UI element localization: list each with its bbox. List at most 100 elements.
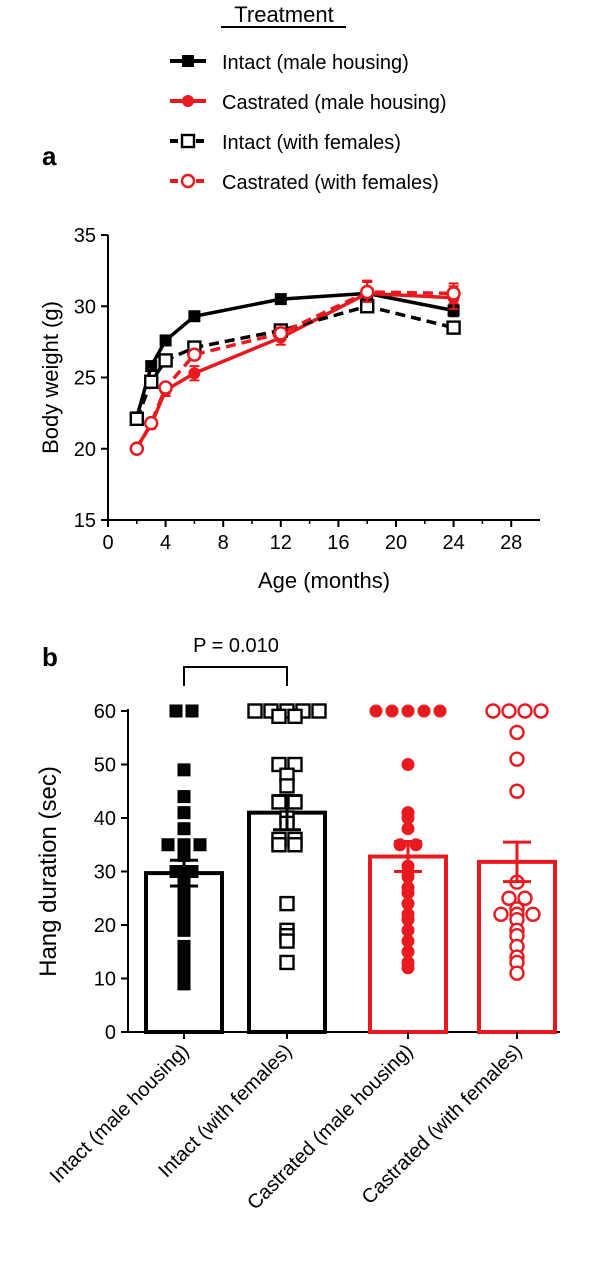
- panel-b-point-1: [279, 778, 295, 794]
- panel-b-point-1: [271, 794, 287, 810]
- panel-a-point-3: [360, 284, 375, 300]
- legend-marker-1: [182, 95, 194, 107]
- panel-a-point-2: [129, 411, 145, 427]
- panel-a-xtick-label: 12: [270, 532, 292, 554]
- legend-marker-0: [182, 55, 194, 67]
- panel-a-xtick-label: 24: [442, 532, 464, 554]
- panel-a-xtick-label: 28: [500, 532, 522, 554]
- panel-b-point-0: [169, 704, 183, 718]
- panel-a-point-3: [143, 415, 159, 431]
- legend-label-1: Castrated (male housing): [222, 92, 447, 114]
- panel-b-point-2: [369, 704, 383, 718]
- panel-a-point-0: [447, 304, 460, 317]
- panel-b-point-3: [501, 890, 517, 906]
- panel-b-point-0: [193, 838, 207, 852]
- panel-b-point-2: [433, 704, 447, 718]
- panel-a-ytick-label: 15: [74, 510, 96, 532]
- panel-b-point-3: [517, 890, 533, 906]
- panel-b-point-2: [385, 704, 399, 718]
- panel-b-point-2: [401, 870, 415, 884]
- panel-b-point-2: [401, 897, 415, 911]
- panel-b-point-1: [271, 837, 287, 853]
- panel-a-series-line-1: [135, 291, 454, 449]
- panel-a-point-0: [188, 310, 201, 323]
- legend-marker-3: [180, 173, 196, 189]
- panel-a-series-line-0: [135, 291, 454, 418]
- panel-a-xlabel: Age (months): [258, 568, 390, 593]
- panel-a-ytick-label: 20: [74, 439, 96, 461]
- panel-a-series-line-3: [135, 290, 454, 450]
- panel-b-point-2: [401, 704, 415, 718]
- panel-b-point-0: [177, 806, 191, 820]
- panel-b-point-3: [501, 703, 517, 719]
- panel-a-point-0: [274, 293, 287, 306]
- panel-b-point-0: [177, 848, 191, 862]
- panel-b-point-0: [177, 977, 191, 991]
- panel-a-xtick-label: 16: [327, 532, 349, 554]
- panel-a-ytick-label: 25: [74, 368, 96, 390]
- panel-a-ytick-label: 30: [74, 296, 96, 318]
- panel-a-point-0: [145, 360, 158, 373]
- legend-marker-2: [180, 133, 196, 149]
- panel-a-label: a: [42, 141, 57, 171]
- panel-b-point-3: [509, 724, 525, 741]
- panel-b-point-3: [509, 965, 525, 981]
- panel-b-point-1: [287, 708, 303, 725]
- panel-b-point-1: [287, 837, 303, 853]
- legend-label-0: Intact (male housing): [222, 52, 409, 74]
- panel-a-point-1: [188, 367, 201, 380]
- panel-b-point-2: [401, 758, 415, 771]
- panel-b-point-0: [177, 886, 191, 900]
- panel-a-point-3: [273, 326, 288, 341]
- panel-b-point-2: [401, 934, 415, 948]
- panel-b-point-3: [509, 783, 525, 799]
- panel-b-point-0: [177, 790, 191, 804]
- panel-b-point-3: [533, 703, 549, 719]
- panel-a-point-3: [187, 347, 202, 362]
- panel-a-point-2: [446, 320, 461, 335]
- panel-b-ytick-label: 40: [94, 808, 116, 830]
- panel-a-point-3: [129, 441, 145, 456]
- panel-a-xtick-label: 0: [102, 532, 113, 554]
- panel-b-point-0: [185, 704, 199, 718]
- panel-b-point-1: [287, 794, 303, 810]
- panel-a-point-2: [143, 374, 159, 389]
- panel-a-point-2: [158, 353, 173, 368]
- legend-label-3: Castrated (with females): [222, 172, 439, 194]
- panel-b-point-0: [177, 945, 191, 959]
- panel-b-p-value: P = 0.010: [193, 635, 279, 657]
- panel-b-ylabel: Hang duration (sec): [35, 766, 62, 977]
- legend-label-2: Intact (with females): [222, 132, 401, 154]
- panel-a-point-3: [446, 286, 461, 301]
- panel-b-point-3: [517, 703, 533, 719]
- panel-b-point-3: [525, 906, 541, 922]
- panel-a-ylabel: Body weight (g): [38, 301, 63, 454]
- panel-b-point-1: [311, 703, 327, 719]
- panel-b-point-0: [161, 838, 175, 852]
- panel-b-point-2: [401, 913, 415, 927]
- panel-a-xtick-label: 8: [218, 532, 229, 554]
- panel-b-point-2: [401, 811, 415, 825]
- panel-b-point-0: [177, 897, 191, 911]
- panel-b-bar-1: [247, 810, 327, 1035]
- legend: Treatment Intact (male housing) Castrated…: [170, 2, 447, 194]
- panel-b-point-2: [401, 923, 415, 937]
- panel-b-point-3: [509, 751, 525, 767]
- panel-b-significance-bracket: [183, 666, 288, 686]
- panel-a-ytick-label: 35: [74, 225, 96, 247]
- panel-b-point-2: [401, 945, 415, 959]
- panel-b-point-2: [401, 886, 415, 900]
- panel-b-ytick-label: 60: [94, 701, 116, 723]
- panel-b-point-0: [177, 822, 191, 836]
- panel-b-ytick-label: 50: [94, 755, 116, 777]
- panel-b-point-0: [177, 913, 191, 927]
- panel-b-point-1: [247, 703, 263, 719]
- panel-b-point-3: [493, 906, 509, 922]
- panel-b-point-0: [177, 763, 191, 777]
- panel-b-point-3: [485, 703, 501, 719]
- panel-a-xtick-label: 20: [385, 532, 407, 554]
- panel-b-point-1: [279, 933, 295, 949]
- legend-title: Treatment: [234, 2, 333, 27]
